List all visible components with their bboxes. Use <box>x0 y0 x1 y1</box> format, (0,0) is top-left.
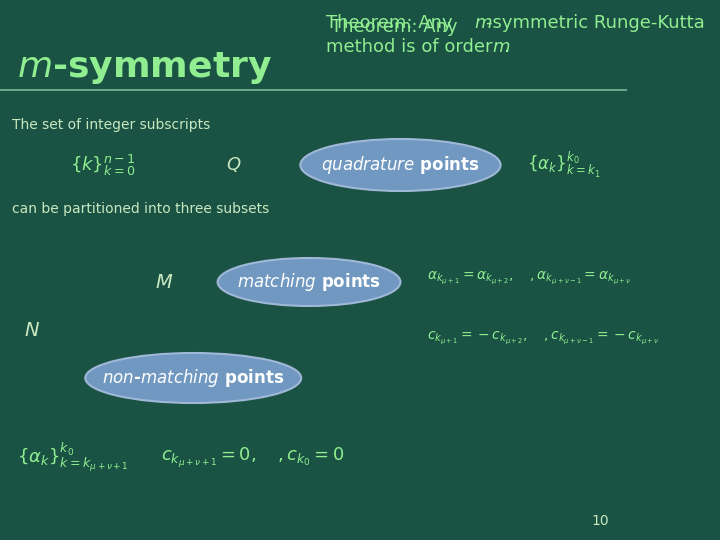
Text: $\mathit{matching}$ points: $\mathit{matching}$ points <box>237 271 381 293</box>
Text: $\{k\}_{k=0}^{n-1}$: $\{k\}_{k=0}^{n-1}$ <box>70 152 135 178</box>
Text: can be partitioned into three subsets: can be partitioned into three subsets <box>12 202 269 216</box>
Text: $\mathit{quadrature}$ points: $\mathit{quadrature}$ points <box>321 154 480 176</box>
Text: $\{\alpha_k\}_{k=k_{\mu+\nu+1}}^{k_0}$: $\{\alpha_k\}_{k=k_{\mu+\nu+1}}^{k_0}$ <box>17 442 129 474</box>
Text: $\mathit{non}$-$\mathit{matching}$ points: $\mathit{non}$-$\mathit{matching}$ point… <box>102 367 284 389</box>
Text: .: . <box>503 38 509 56</box>
Text: $\{\alpha_k\}_{k=k_1}^{k_0}$: $\{\alpha_k\}_{k=k_1}^{k_0}$ <box>527 150 600 180</box>
Text: $\it{m}$-symmetry: $\it{m}$-symmetry <box>17 50 272 86</box>
Ellipse shape <box>300 139 500 191</box>
Text: Theorem: Any: Theorem: Any <box>330 18 463 36</box>
Ellipse shape <box>85 353 301 403</box>
Text: $N$: $N$ <box>24 321 40 340</box>
Text: $M$: $M$ <box>155 273 174 292</box>
Text: method is of order: method is of order <box>326 38 499 56</box>
Text: The set of integer subscripts: The set of integer subscripts <box>12 118 210 132</box>
Text: -symmetric Runge-Kutta: -symmetric Runge-Kutta <box>486 14 704 32</box>
Text: $\it{m}$: $\it{m}$ <box>474 14 492 32</box>
Text: $c_{k_{\mu+\nu+1}} = 0, \quad ,c_{k_0} = 0$: $c_{k_{\mu+\nu+1}} = 0, \quad ,c_{k_0} =… <box>161 446 344 470</box>
Ellipse shape <box>217 258 400 306</box>
Text: Theorem: Any: Theorem: Any <box>326 14 459 32</box>
Text: $\it{m}$: $\it{m}$ <box>492 38 510 56</box>
Text: $Q$: $Q$ <box>226 156 242 174</box>
Text: $\alpha_{k_{\mu+1}} = \alpha_{k_{\mu+2}},\quad,\alpha_{k_{\mu+\nu-1}} = \alpha_{: $\alpha_{k_{\mu+1}} = \alpha_{k_{\mu+2}}… <box>426 269 631 286</box>
Text: $c_{k_{\mu+1}} = -c_{k_{\mu+2}},\quad,c_{k_{\mu+\nu-1}} = -c_{k_{\mu+\nu}}$: $c_{k_{\mu+1}} = -c_{k_{\mu+2}},\quad,c_… <box>426 330 659 346</box>
Text: 10: 10 <box>592 514 609 528</box>
